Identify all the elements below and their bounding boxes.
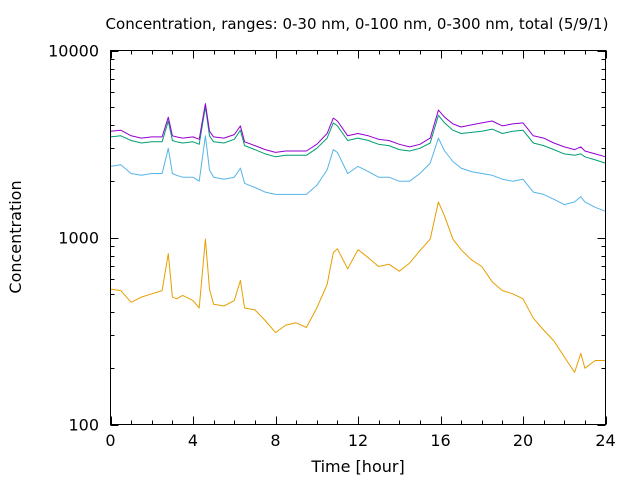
series-layer <box>110 103 606 373</box>
y-tick-label: 100 <box>68 416 99 435</box>
series-line-1 <box>110 201 606 373</box>
x-tick-label: 16 <box>430 431 450 450</box>
ticks-layer: 0 4 8 12 16 20 24 100 1000 10000 <box>48 42 616 451</box>
y-axis-label: Concentration <box>6 180 25 293</box>
x-tick-label: 12 <box>348 431 368 450</box>
y-tick-label: 10000 <box>48 42 99 61</box>
series-line-2 <box>110 135 606 212</box>
x-tick-label: 4 <box>188 431 198 450</box>
chart-title: Concentration, ranges: 0-30 nm, 0-100 nm… <box>106 15 609 33</box>
series-line-4 <box>110 103 606 158</box>
x-axis-label: Time [hour] <box>310 457 404 476</box>
x-tick-label: 24 <box>595 431 615 450</box>
plot-frame <box>110 50 606 425</box>
x-tick-label: 20 <box>513 431 533 450</box>
x-tick-label: 0 <box>105 431 115 450</box>
series-line-3 <box>110 106 606 164</box>
x-tick-label: 8 <box>270 431 280 450</box>
y-tick-label: 1000 <box>58 229 99 248</box>
